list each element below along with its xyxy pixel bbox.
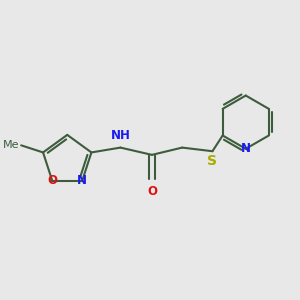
- Text: N: N: [77, 174, 87, 188]
- Text: S: S: [208, 154, 218, 168]
- Text: Me: Me: [3, 140, 20, 150]
- Text: N: N: [241, 142, 251, 155]
- Text: O: O: [47, 174, 57, 188]
- Text: NH: NH: [111, 128, 131, 142]
- Text: O: O: [147, 185, 157, 198]
